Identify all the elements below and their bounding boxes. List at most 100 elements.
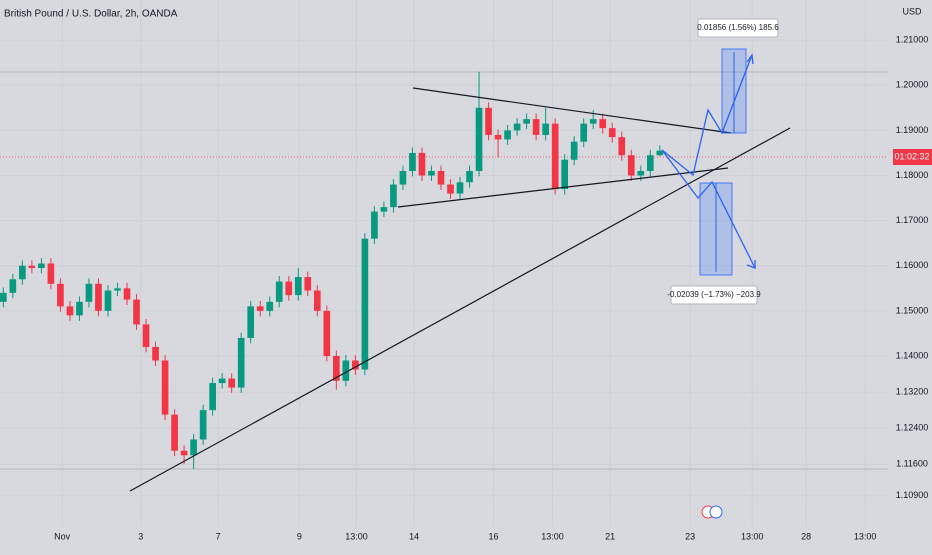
candle-body — [199, 410, 207, 440]
candle-body — [437, 171, 445, 185]
y-tick-label: 1.16000 — [896, 260, 929, 270]
candle-body — [418, 152, 426, 176]
candle-body — [399, 171, 407, 185]
annotation: 0.01856 (1.56%) 185.6 — [697, 23, 779, 32]
candle-body — [570, 141, 578, 160]
x-tick-label: 13:00 — [345, 531, 368, 541]
x-tick-label: 13:00 — [541, 531, 564, 541]
candle-body — [285, 281, 293, 296]
candle-body — [646, 155, 654, 172]
arrow-head — [746, 260, 756, 269]
candle-body — [409, 152, 416, 172]
candle-body — [380, 207, 388, 212]
candle-body — [428, 171, 435, 176]
candle-body — [180, 450, 188, 456]
annotation: -0.02039 (−1.73%) −203.9 — [667, 290, 761, 299]
candle-body — [532, 119, 540, 135]
y-tick-label: 1.12400 — [896, 423, 929, 433]
candle-body — [323, 310, 331, 356]
candle-body — [494, 134, 502, 140]
candle-body — [152, 346, 159, 361]
candle-body — [456, 182, 464, 194]
grid — [0, 0, 888, 527]
candle-body — [371, 211, 378, 239]
candle-body — [627, 155, 635, 176]
x-tick-label: 28 — [801, 531, 811, 541]
candle-body — [475, 107, 483, 172]
candle-body — [28, 265, 36, 269]
candle-body — [9, 279, 17, 293]
y-tick-label: 1.21000 — [896, 35, 929, 45]
candle-body — [551, 123, 559, 190]
candle-body — [256, 306, 264, 311]
candle-body — [466, 171, 473, 183]
candle-body — [171, 414, 178, 451]
candles — [0, 71, 664, 469]
candle-body — [361, 238, 369, 370]
y-tick-label: 1.18000 — [896, 170, 929, 180]
candle-body — [390, 184, 397, 208]
chart-title: British Pound / U.S. Dollar, 2h, OANDA — [4, 9, 178, 20]
candle-body — [47, 263, 55, 284]
candle-body — [123, 288, 131, 300]
candle-body — [38, 263, 45, 269]
x-tick-label: 14 — [409, 531, 419, 541]
candle-body — [513, 123, 521, 131]
candle-body — [304, 277, 312, 291]
candle-body — [190, 439, 197, 456]
candle-body — [57, 283, 64, 307]
candle-body — [656, 150, 664, 156]
candle-body — [504, 130, 511, 140]
candle-body — [580, 123, 588, 142]
candle-body — [333, 355, 340, 381]
candle-body — [133, 299, 140, 325]
candle-body — [342, 360, 350, 381]
event-icon — [709, 505, 723, 519]
candle-body — [352, 360, 359, 370]
candle-body — [19, 265, 26, 280]
candle-body — [237, 337, 245, 388]
x-tick-label: 21 — [605, 531, 615, 541]
candle-body — [561, 159, 569, 190]
candle-body — [618, 137, 626, 156]
projection-path — [661, 149, 756, 269]
x-tick-label: 7 — [216, 531, 221, 541]
y-tick-label: 1.10900 — [896, 490, 929, 500]
y-tick-label: 1.11600 — [896, 459, 928, 469]
candle-body — [485, 107, 492, 135]
arrow-head — [746, 53, 754, 65]
candle-body — [637, 171, 645, 176]
candle-body — [104, 290, 112, 311]
y-tick-label: 1.15000 — [896, 305, 929, 315]
countdown-box — [893, 149, 932, 165]
candle-body — [114, 288, 121, 291]
candle-body — [209, 383, 216, 411]
x-tick-label: Nov — [54, 531, 71, 541]
candle-body — [608, 128, 616, 138]
candle-body — [247, 306, 255, 338]
candle-body — [599, 119, 607, 129]
x-tick-label: 16 — [488, 531, 498, 541]
candle-body — [313, 290, 321, 311]
y-tick-label: 1.19000 — [896, 125, 929, 135]
candle-body — [228, 378, 236, 388]
candle-body — [142, 324, 150, 347]
y-tick-label: 1.17000 — [896, 215, 929, 225]
trend-line — [412, 87, 732, 134]
candle-body — [589, 119, 597, 124]
candle-body — [95, 283, 102, 311]
trend-line — [397, 167, 729, 208]
candle-body — [266, 301, 274, 311]
annotation-box — [670, 285, 758, 305]
y-tick-label: 1.14000 — [896, 350, 929, 360]
candle-body — [161, 360, 169, 415]
candle-body — [0, 292, 7, 302]
annotation-box — [697, 18, 779, 38]
candle-body — [447, 184, 454, 194]
y-tick-label: 1.20000 — [896, 80, 929, 90]
x-tick-label: 13:00 — [741, 531, 764, 541]
candle-body — [542, 123, 549, 135]
trend-line — [129, 127, 791, 492]
